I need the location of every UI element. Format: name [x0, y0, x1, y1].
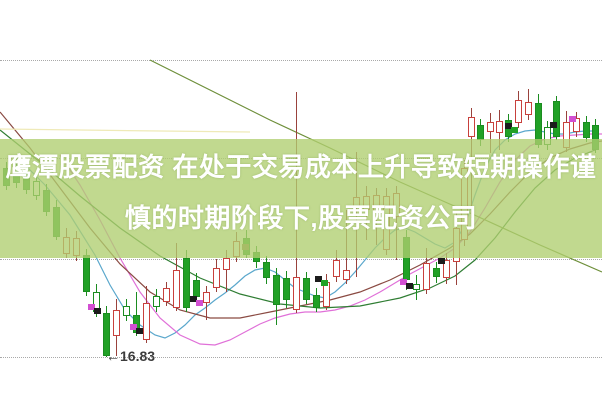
event-marker [315, 276, 322, 282]
candle-up [343, 270, 350, 280]
event-marker [569, 116, 576, 122]
candle-wick [490, 113, 491, 153]
candle-down [83, 255, 90, 292]
candle-up [468, 117, 475, 137]
event-marker [400, 279, 407, 285]
candle-down [433, 268, 440, 277]
candle-down [303, 278, 310, 300]
candle-up [173, 270, 180, 308]
ma-short-teal-line [19, 129, 595, 339]
candle-down [193, 280, 200, 297]
candle-up [113, 310, 120, 336]
candle-up [496, 121, 503, 133]
candle-up [515, 100, 522, 123]
candle-up [525, 102, 532, 115]
candle-up [333, 260, 340, 277]
candle-down [183, 258, 190, 308]
event-marker [190, 296, 197, 302]
ma-faint-yellow-line [0, 128, 251, 133]
candle-down [273, 275, 280, 305]
candle-down [477, 125, 484, 140]
candle-up [423, 263, 430, 290]
candle-wick [206, 286, 207, 320]
promo-banner-line1: 鹰潭股票配资 在处于交易成本上升导致短期操作谨 [5, 152, 597, 182]
candle-up [487, 122, 494, 132]
event-marker [505, 123, 512, 129]
candle-down [153, 296, 160, 307]
candle-down [103, 313, 110, 356]
candle-up [203, 292, 210, 303]
event-marker [196, 300, 203, 306]
promo-banner-line2: 慎的时期阶段下,股票配资公司 [124, 203, 478, 233]
candle-wick [226, 250, 227, 292]
promo-banner: 鹰潭股票配资 在处于交易成本上升导致短期操作谨 慎的时期阶段下,股票配资公司 [0, 139, 602, 258]
candle-down [553, 101, 560, 137]
candle-up [163, 288, 170, 302]
candle-up [213, 268, 220, 288]
candle-wick [136, 292, 137, 336]
event-marker [321, 280, 328, 286]
candle-up [573, 118, 580, 132]
event-marker [130, 324, 137, 330]
candle-down [583, 122, 590, 138]
gridline [0, 357, 602, 358]
candle-down [123, 306, 130, 316]
event-marker [550, 122, 557, 128]
event-marker [88, 304, 95, 310]
event-marker [94, 308, 101, 314]
candle-up [143, 303, 150, 340]
candle-up [443, 260, 450, 278]
candle-up [223, 258, 230, 270]
gridline [0, 60, 602, 61]
event-marker [406, 283, 413, 289]
candle-down [263, 262, 270, 278]
gridline [0, 259, 602, 260]
candle-down [283, 278, 290, 300]
candle-down [413, 284, 420, 290]
event-marker [136, 328, 143, 334]
low-price-annotation: ←16.83 [106, 348, 156, 364]
candle-down [313, 295, 320, 308]
event-marker [511, 127, 518, 133]
candle-up [293, 277, 300, 310]
event-marker [438, 258, 445, 264]
